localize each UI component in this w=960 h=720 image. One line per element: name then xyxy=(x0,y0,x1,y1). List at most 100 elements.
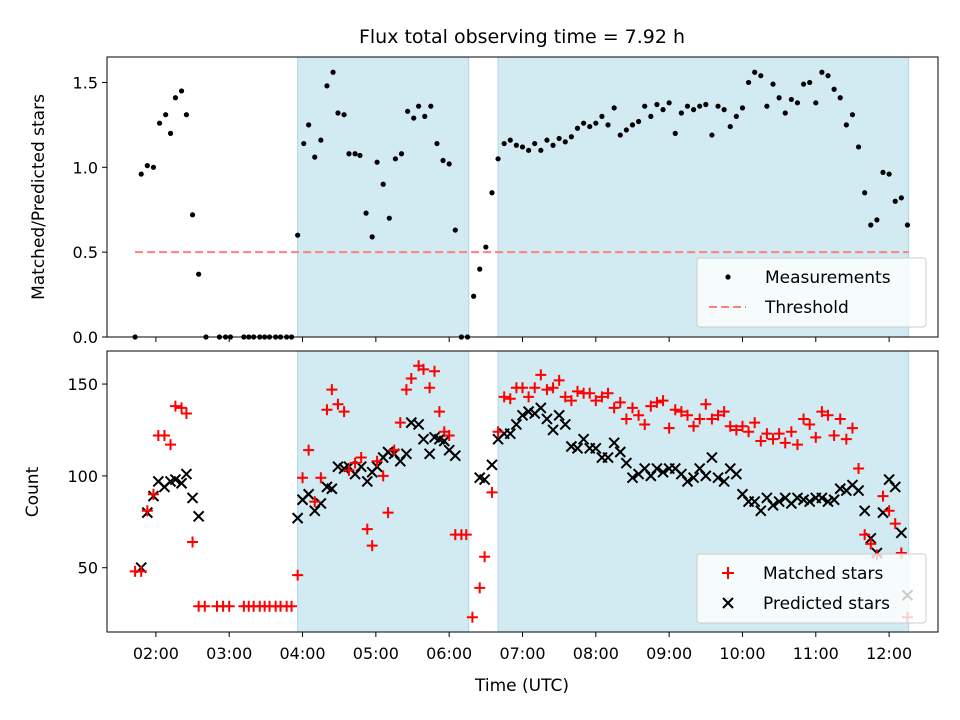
measurement-point xyxy=(849,112,856,118)
ratio-y-axis-label: Matched/Predicted stars xyxy=(29,94,49,300)
measurement-point xyxy=(538,147,544,153)
matched-star-point xyxy=(553,374,565,386)
count-shaded-interval xyxy=(297,350,470,633)
matched-star-point xyxy=(853,463,865,475)
measurement-point xyxy=(386,215,392,221)
count-y-axis-label: Count xyxy=(23,466,43,517)
measurement-point xyxy=(568,134,574,140)
measurement-point xyxy=(556,135,562,142)
matched-star-point xyxy=(675,406,687,418)
measurement-point xyxy=(886,171,892,177)
matched-star-point xyxy=(297,472,309,484)
matched-star-point xyxy=(424,382,436,394)
matched-star-point xyxy=(614,396,626,408)
predicted-star-point xyxy=(371,460,383,473)
predicted-star-point xyxy=(755,505,767,517)
measurement-point xyxy=(672,130,678,136)
matched-star-point xyxy=(846,422,858,434)
predicted-star-point xyxy=(449,449,461,462)
measurement-point xyxy=(794,100,801,106)
predicted-star-point xyxy=(718,475,730,488)
predicted-star-point xyxy=(651,462,663,475)
matched-star-point xyxy=(535,369,547,381)
measurement-point xyxy=(642,103,648,109)
matched-star-point xyxy=(718,406,730,418)
ratio-panel: 0.0 0.5 1.0 1.5 Matched/Predicted stars Mea… xyxy=(29,56,939,347)
measurement-point xyxy=(352,151,358,157)
measurement-point xyxy=(428,103,434,109)
matched-star-point xyxy=(169,400,181,412)
matched-star-point xyxy=(804,418,816,430)
predicted-star-point xyxy=(417,433,430,445)
measurement-point xyxy=(800,81,807,87)
x-tick-label: 07:00 xyxy=(499,644,545,663)
measurement-point xyxy=(519,144,526,150)
predicted-star-point xyxy=(895,527,908,539)
matched-star-point xyxy=(492,426,504,438)
measurement-point xyxy=(196,271,202,277)
predicted-star-point xyxy=(657,466,669,478)
measurement-point xyxy=(380,181,386,187)
measurement-point xyxy=(819,69,825,75)
measurement-point xyxy=(587,123,593,130)
measurement-point xyxy=(904,222,911,228)
matched-star-point xyxy=(743,426,755,438)
measurement-point xyxy=(532,140,538,147)
legend-measurements-marker xyxy=(725,274,731,280)
measurement-point xyxy=(295,232,301,238)
matched-star-point xyxy=(504,393,516,405)
matched-star-point xyxy=(596,391,608,403)
matched-star-point xyxy=(590,395,602,407)
matched-star-point xyxy=(309,496,321,508)
x-tick-label: 06:00 xyxy=(426,644,472,663)
measurement-point xyxy=(324,83,330,89)
measurement-point xyxy=(581,120,587,126)
matched-star-point xyxy=(706,413,718,425)
predicted-star-point xyxy=(180,468,193,480)
matched-star-point xyxy=(355,452,367,464)
ratio-shaded-interval xyxy=(297,56,470,338)
matched-star-point xyxy=(165,439,177,451)
matched-star-point xyxy=(486,486,498,498)
measurement-point xyxy=(813,100,819,106)
matched-star-point xyxy=(877,490,889,502)
measurement-point xyxy=(335,110,341,116)
predicted-star-point xyxy=(302,488,315,500)
measurement-point xyxy=(788,96,794,103)
measurement-point xyxy=(666,100,672,106)
predicted-star-point xyxy=(559,418,571,431)
matched-star-point xyxy=(371,455,383,467)
predicted-star-point xyxy=(400,448,413,460)
matched-star-point xyxy=(292,569,304,581)
matched-star-point xyxy=(749,417,761,429)
matched-star-point xyxy=(338,406,350,418)
measurement-point xyxy=(416,103,422,109)
predicted-star-point xyxy=(553,409,565,421)
measurement-point xyxy=(880,169,886,175)
matched-star-point xyxy=(779,437,791,449)
measurement-point xyxy=(611,105,617,111)
measurement-point xyxy=(434,140,440,147)
measurement-point xyxy=(593,120,599,126)
measurement-point xyxy=(862,190,868,196)
matched-star-point xyxy=(669,404,681,416)
predicted-star-point xyxy=(315,497,327,510)
measurement-point xyxy=(446,161,452,167)
matched-star-point xyxy=(394,417,406,429)
predicted-star-point xyxy=(767,499,779,511)
measurement-point xyxy=(318,137,324,143)
count-x-axis-ticks: 02:00 03:00 04:00 05:00 06:00 07:00 08:00 09:00… xyxy=(133,632,912,663)
measurement-point xyxy=(617,132,623,138)
x-axis-label: Time (UTC) xyxy=(474,676,569,696)
measurement-point xyxy=(489,190,495,196)
predicted-star-point xyxy=(730,468,743,480)
predicted-star-point xyxy=(889,481,901,493)
matched-star-point xyxy=(791,439,803,451)
measurement-point xyxy=(150,164,157,170)
measurement-point xyxy=(837,95,843,101)
measurement-point xyxy=(477,266,483,272)
predicted-star-point xyxy=(614,446,626,458)
measurement-point xyxy=(855,144,862,150)
measurement-point xyxy=(648,113,654,119)
